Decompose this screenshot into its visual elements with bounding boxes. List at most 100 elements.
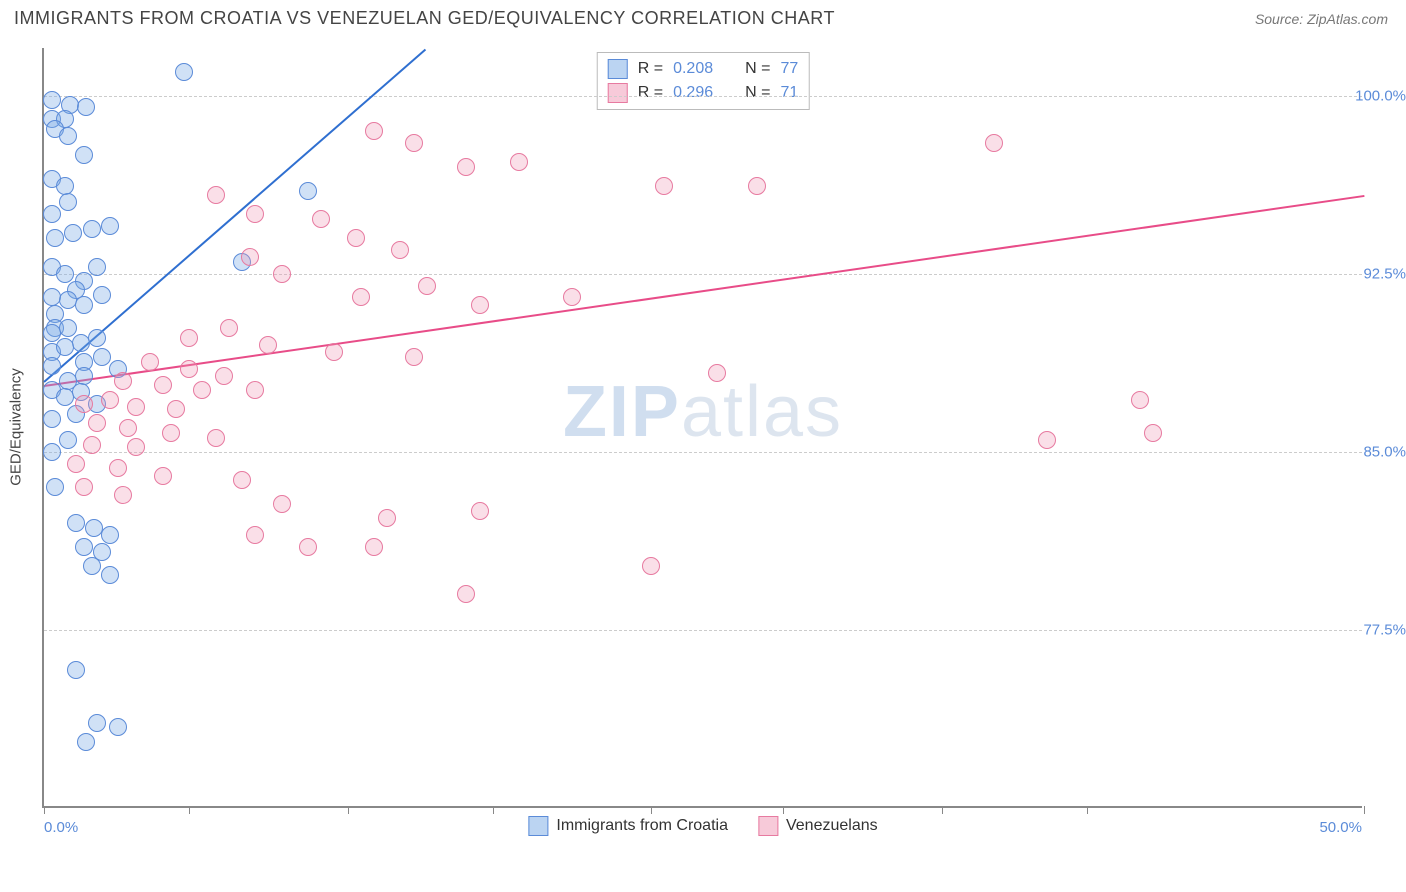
n-value-pink: 71 xyxy=(780,84,798,102)
data-point xyxy=(246,526,264,544)
data-point xyxy=(59,431,77,449)
stats-box: R = 0.208 N = 77 R = 0.296 N = 71 xyxy=(597,52,810,110)
header: IMMIGRANTS FROM CROATIA VS VENEZUELAN GE… xyxy=(0,0,1406,35)
data-point xyxy=(642,557,660,575)
data-point xyxy=(325,343,343,361)
data-point xyxy=(378,509,396,527)
data-point xyxy=(141,353,159,371)
x-axis-max-label: 50.0% xyxy=(1319,819,1362,836)
data-point xyxy=(119,419,137,437)
data-point xyxy=(75,296,93,314)
data-point xyxy=(127,438,145,456)
data-point xyxy=(109,718,127,736)
gridline-h xyxy=(44,452,1362,453)
data-point xyxy=(233,471,251,489)
data-point xyxy=(43,410,61,428)
legend-item-blue: Immigrants from Croatia xyxy=(528,816,728,836)
data-point xyxy=(175,63,193,81)
data-point xyxy=(101,217,119,235)
data-point xyxy=(101,526,119,544)
data-point xyxy=(405,134,423,152)
x-tick xyxy=(1087,806,1088,814)
legend-label-blue: Immigrants from Croatia xyxy=(556,817,728,835)
data-point xyxy=(88,329,106,347)
data-point xyxy=(273,495,291,513)
x-tick xyxy=(348,806,349,814)
data-point xyxy=(77,733,95,751)
data-point xyxy=(207,429,225,447)
data-point xyxy=(75,367,93,385)
x-tick xyxy=(1364,806,1365,814)
data-point xyxy=(93,348,111,366)
data-point xyxy=(246,205,264,223)
data-point xyxy=(64,224,82,242)
n-label: N = xyxy=(745,60,770,78)
r-label: R = xyxy=(638,84,663,102)
data-point xyxy=(88,258,106,276)
data-point xyxy=(655,177,673,195)
data-point xyxy=(167,400,185,418)
y-axis-title: GED/Equivalency xyxy=(8,368,25,486)
data-point xyxy=(127,398,145,416)
data-point xyxy=(154,376,172,394)
data-point xyxy=(708,364,726,382)
data-point xyxy=(114,486,132,504)
data-point xyxy=(347,229,365,247)
data-point xyxy=(457,158,475,176)
data-point xyxy=(985,134,1003,152)
y-tick-label: 77.5% xyxy=(1346,621,1406,638)
data-point xyxy=(56,338,74,356)
data-point xyxy=(83,220,101,238)
data-point xyxy=(273,265,291,283)
data-point xyxy=(418,277,436,295)
gridline-h xyxy=(44,274,1362,275)
data-point xyxy=(471,502,489,520)
r-label: R = xyxy=(638,60,663,78)
data-point xyxy=(207,186,225,204)
data-point xyxy=(59,127,77,145)
data-point xyxy=(365,538,383,556)
r-value-pink: 0.296 xyxy=(673,84,713,102)
data-point xyxy=(215,367,233,385)
n-value-blue: 77 xyxy=(780,60,798,78)
x-tick xyxy=(783,806,784,814)
watermark-atlas: atlas xyxy=(681,372,843,452)
data-point xyxy=(457,585,475,603)
data-point xyxy=(75,146,93,164)
trend-line xyxy=(44,195,1364,387)
data-point xyxy=(77,98,95,116)
watermark-zip: ZIP xyxy=(563,372,681,452)
data-point xyxy=(299,182,317,200)
swatch-blue-icon xyxy=(608,59,628,79)
data-point xyxy=(471,296,489,314)
y-tick-label: 92.5% xyxy=(1346,265,1406,282)
data-point xyxy=(180,329,198,347)
data-point xyxy=(43,91,61,109)
data-point xyxy=(563,288,581,306)
bottom-legend: Immigrants from Croatia Venezuelans xyxy=(528,816,877,836)
x-tick xyxy=(493,806,494,814)
data-point xyxy=(246,381,264,399)
data-point xyxy=(83,557,101,575)
data-point xyxy=(352,288,370,306)
data-point xyxy=(510,153,528,171)
data-point xyxy=(241,248,259,266)
data-point xyxy=(46,478,64,496)
data-point xyxy=(162,424,180,442)
data-point xyxy=(43,205,61,223)
data-point xyxy=(154,467,172,485)
data-point xyxy=(299,538,317,556)
gridline-h xyxy=(44,96,1362,97)
chart-title: IMMIGRANTS FROM CROATIA VS VENEZUELAN GE… xyxy=(14,8,835,29)
data-point xyxy=(56,265,74,283)
data-point xyxy=(75,395,93,413)
data-point xyxy=(43,357,61,375)
data-point xyxy=(365,122,383,140)
data-point xyxy=(88,414,106,432)
data-point xyxy=(59,193,77,211)
r-value-blue: 0.208 xyxy=(673,60,713,78)
data-point xyxy=(88,714,106,732)
data-point xyxy=(1144,424,1162,442)
x-tick xyxy=(189,806,190,814)
data-point xyxy=(67,661,85,679)
